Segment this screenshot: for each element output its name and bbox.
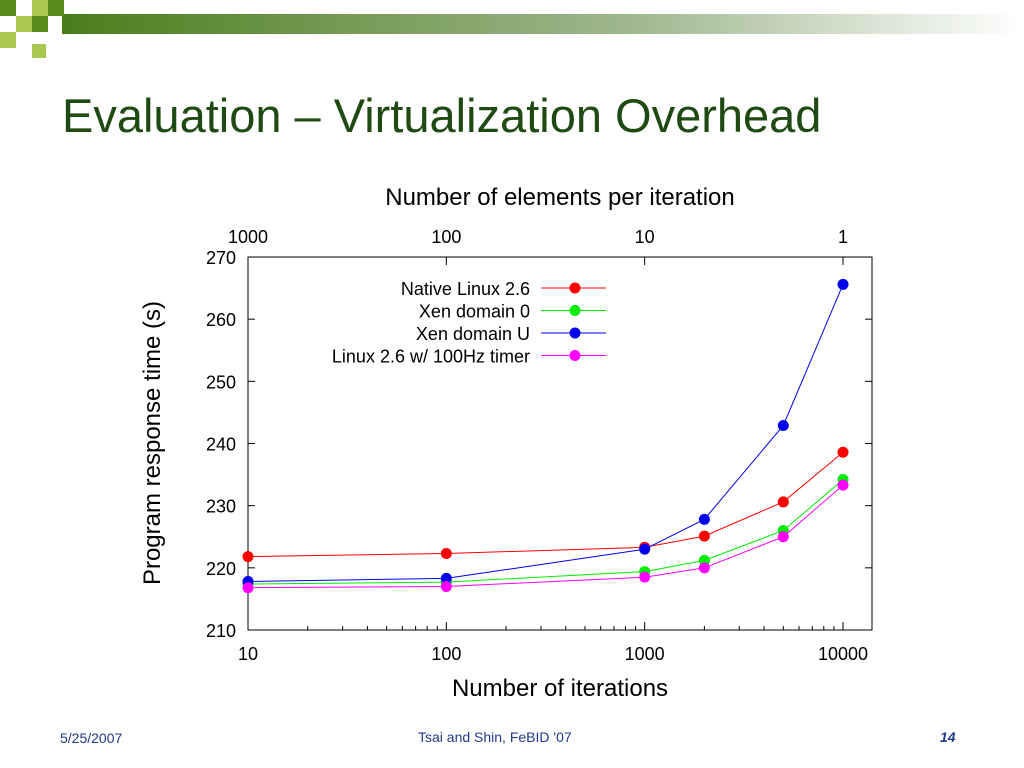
data-point <box>440 580 452 592</box>
data-point <box>837 278 849 290</box>
y-tick-label: 260 <box>206 310 236 330</box>
footer-credit: Tsai and Shin, FeBID '07 <box>418 729 572 745</box>
x-axis-label: Number of iterations <box>452 675 668 702</box>
y-tick-label: 220 <box>206 559 236 579</box>
data-point <box>698 530 710 542</box>
data-point <box>440 572 452 584</box>
data-point <box>777 419 789 431</box>
x-tick-label: 1000 <box>625 644 665 664</box>
x-axis: 10 100 1000 10000 <box>238 622 868 664</box>
slide-title: Evaluation – Virtualization Overhead <box>62 89 822 142</box>
legend-label: Xen domain U <box>416 324 530 344</box>
legend-marker <box>569 282 581 294</box>
data-point <box>242 582 254 594</box>
legend-label: Xen domain 0 <box>419 302 530 322</box>
x-tick-label: 100 <box>431 644 461 664</box>
series-line <box>247 484 844 589</box>
y-axis-label: Program response time (s) <box>139 301 166 585</box>
series-line <box>247 451 844 558</box>
footer-date: 5/25/2007 <box>60 730 123 746</box>
x2-axis-label: Number of elements per iteration <box>385 184 735 211</box>
x-tick-label: 10 <box>238 644 258 664</box>
data-point <box>639 543 651 555</box>
data-point <box>698 513 710 525</box>
data-point <box>242 551 254 563</box>
top-axis: 1000 100 10 1 <box>228 227 848 265</box>
legend-label: Linux 2.6 w/ 100Hz timer <box>332 347 530 367</box>
y-tick-label: 250 <box>206 372 236 392</box>
top-tick-label: 100 <box>431 227 461 247</box>
y-tick-label: 240 <box>206 435 236 455</box>
y-tick-label: 210 <box>206 621 236 641</box>
y-axis: 210 220 230 240 250 260 270 <box>206 248 872 641</box>
y-tick-label: 230 <box>206 497 236 517</box>
plot-frame <box>247 256 873 631</box>
legend-marker <box>569 327 581 339</box>
data-point <box>837 446 849 458</box>
top-tick-label: 1 <box>838 227 848 247</box>
y-tick-label: 270 <box>206 248 236 268</box>
minor-ticks <box>307 626 835 630</box>
data-point <box>777 531 789 543</box>
x-tick-label: 10000 <box>818 644 868 664</box>
data-point <box>777 496 789 508</box>
data-point <box>837 479 849 491</box>
top-tick-label: 1000 <box>228 227 268 247</box>
data-point <box>440 548 452 560</box>
legend-marker <box>569 305 581 316</box>
header-decoration <box>0 0 1024 58</box>
data-point <box>698 562 710 574</box>
legend-marker <box>569 350 581 361</box>
data-point <box>639 571 651 583</box>
page-number: 14 <box>940 729 956 745</box>
series-group <box>242 278 849 594</box>
series-line <box>247 284 844 582</box>
series-line <box>247 479 844 585</box>
legend-label: Native Linux 2.6 <box>401 279 530 299</box>
top-tick-label: 10 <box>635 227 655 247</box>
